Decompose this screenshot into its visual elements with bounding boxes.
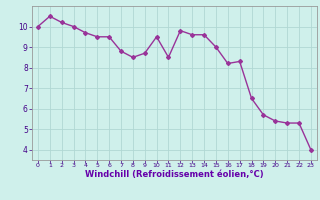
X-axis label: Windchill (Refroidissement éolien,°C): Windchill (Refroidissement éolien,°C) — [85, 170, 264, 179]
